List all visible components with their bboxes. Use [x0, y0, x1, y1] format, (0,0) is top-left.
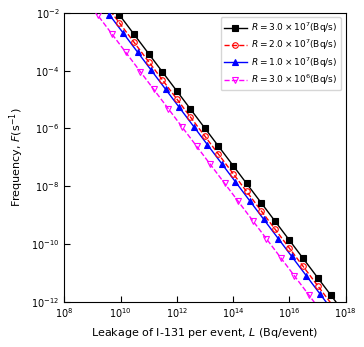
Legend: $R = 3.0\times10^7$(Bq/s), $R = 2.0\times10^7$(Bq/s), $R = 1.0\times10^7$(Bq/s),: $R = 3.0\times10^7$(Bq/s), $R = 2.0\time…	[221, 17, 341, 90]
Y-axis label: Frequency, $F$(s$^{-1}$): Frequency, $F$(s$^{-1}$)	[7, 108, 25, 207]
X-axis label: Leakage of I-131 per event, $L$ (Bq/event): Leakage of I-131 per event, $L$ (Bq/even…	[91, 326, 319, 340]
